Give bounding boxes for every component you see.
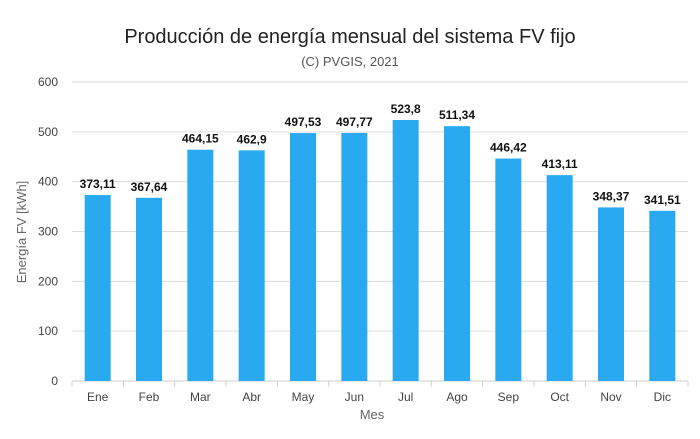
bar-dic	[649, 210, 676, 381]
data-label-ene: 373,11	[80, 177, 116, 191]
x-tick-label-feb: Feb	[139, 390, 160, 404]
y-tick-label: 0	[51, 374, 58, 388]
x-tick-label-ene: Ene	[87, 390, 109, 404]
data-label-feb: 367,64	[131, 180, 168, 194]
x-tick-label-mar: Mar	[190, 390, 211, 404]
data-label-jul: 523,8	[391, 102, 421, 116]
bar-jul	[392, 119, 419, 382]
bar-abr	[238, 150, 265, 381]
bar-sep	[495, 158, 522, 381]
data-label-nov: 348,37	[593, 189, 630, 203]
bar-may	[290, 133, 316, 381]
chart-subtitle: (C) PVGIS, 2021	[301, 54, 399, 69]
data-label-oct: 413,11	[542, 157, 578, 171]
bar-mar	[187, 149, 214, 381]
y-tick-label: 200	[38, 274, 58, 288]
y-tick-label: 100	[38, 324, 58, 338]
data-labels: 373,11 367,64 464,15 462,9 497,53 497,77 523,8…	[80, 102, 681, 207]
x-tick-label-jul: Jul	[398, 390, 413, 404]
y-tick-label: 500	[38, 125, 58, 139]
x-tick-label-dic: Dic	[654, 390, 671, 404]
y-axis-ticks: 0 100 200 300 400 500 600	[38, 75, 58, 388]
chart-title: Producción de energía mensual del sistem…	[124, 26, 575, 48]
bar-ago	[444, 126, 470, 381]
x-tick-label-nov: Nov	[600, 390, 621, 404]
y-tick-label: 600	[38, 75, 58, 89]
x-tick-label-sep: Sep	[498, 390, 520, 404]
x-axis-label: Mes	[360, 407, 385, 422]
x-tick-label-oct: Oct	[550, 390, 569, 404]
x-tick-label-jun: Jun	[345, 390, 364, 404]
grid	[71, 81, 689, 387]
bar-ene	[84, 195, 111, 381]
bar-feb	[136, 197, 162, 381]
y-axis-label: Energía FV [kWh]	[14, 181, 29, 284]
bar-jun	[341, 132, 368, 381]
bar-nov	[598, 207, 624, 381]
x-tick-label-may: May	[292, 390, 315, 404]
data-label-sep: 446,42	[490, 141, 527, 155]
y-tick-label: 300	[38, 225, 58, 239]
data-label-abr: 462,9	[237, 132, 267, 146]
data-label-jun: 497,77	[336, 115, 373, 129]
data-label-mar: 464,15	[182, 132, 219, 146]
x-axis-ticks: Ene Feb Mar Abr May Jun Jul Ago Sep Oct Nov Dic	[87, 390, 671, 404]
bar-oct	[546, 175, 573, 381]
x-tick-label-abr: Abr	[242, 390, 261, 404]
data-label-dic: 341,51	[644, 193, 681, 207]
bars	[84, 119, 676, 382]
data-label-ago: 511,34	[439, 108, 475, 122]
data-label-may: 497,53	[285, 115, 322, 129]
y-tick-label: 400	[38, 175, 58, 189]
x-tick-label-ago: Ago	[446, 390, 468, 404]
